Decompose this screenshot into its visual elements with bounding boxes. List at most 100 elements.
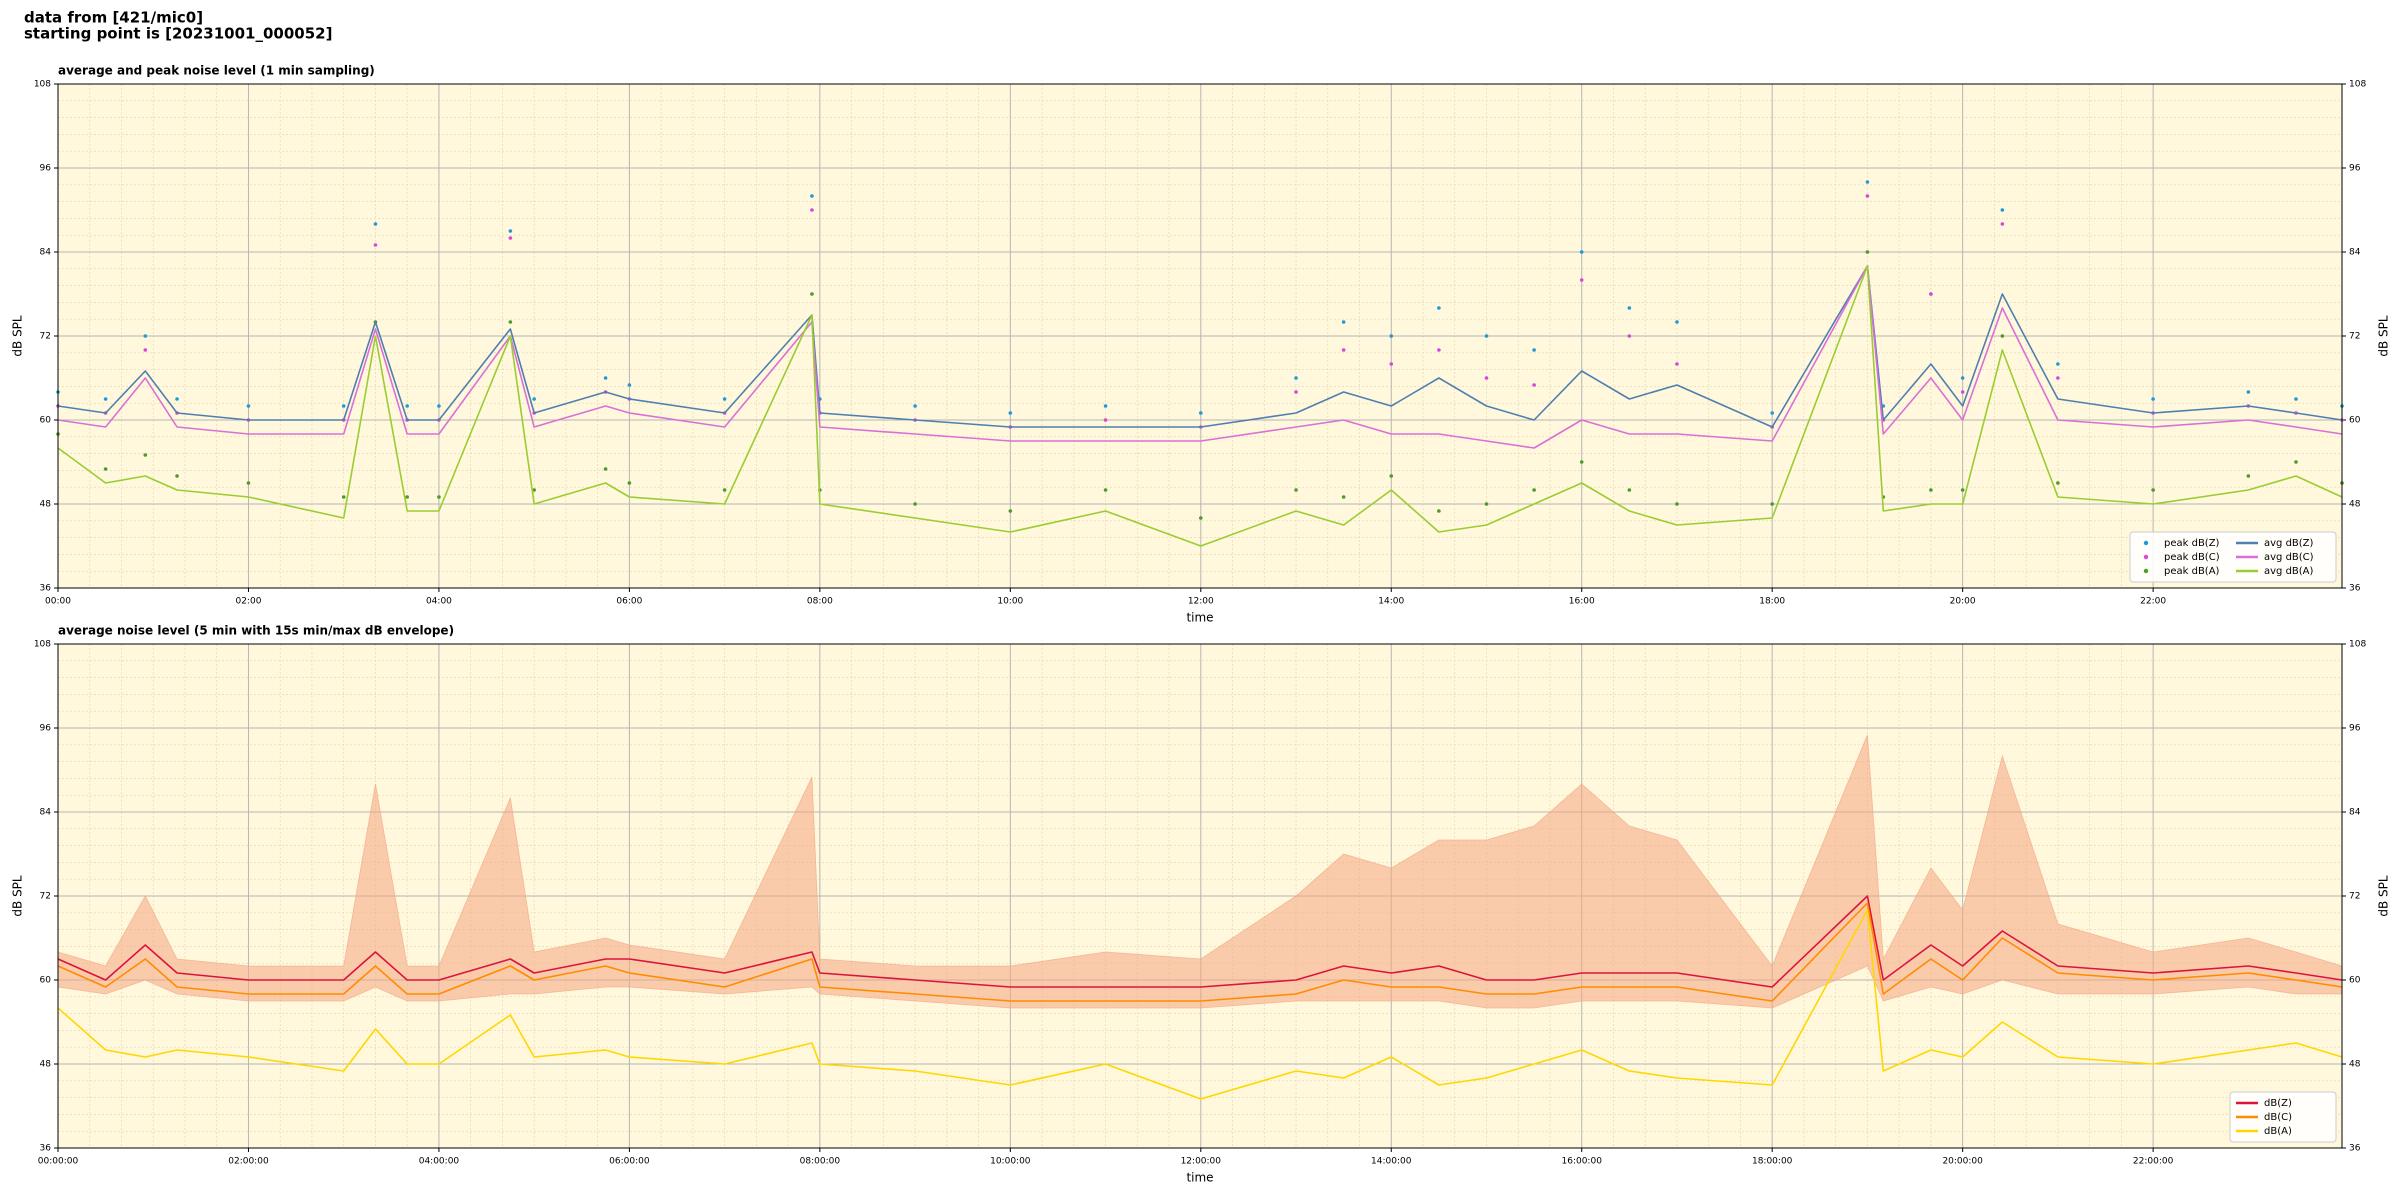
peak-point (103, 397, 108, 401)
peak-point (103, 467, 108, 471)
x-tick-label: 16:00:00 (1562, 1157, 1603, 1167)
peak-point (1294, 488, 1298, 492)
peak-point (603, 467, 608, 471)
x-tick-label: 08:00:00 (800, 1157, 841, 1167)
peak-point (508, 320, 513, 324)
peak-point (1532, 488, 1536, 492)
y2-tick-label: 84 (2349, 248, 2361, 258)
legend-label: dB(A) (2264, 1126, 2292, 1137)
y2-tick-label: 96 (2349, 724, 2361, 734)
peak-point (143, 453, 148, 457)
y2-tick-label: 108 (2349, 80, 2366, 90)
peak-point (810, 208, 814, 212)
y2-tick-label: 36 (2349, 1144, 2361, 1154)
x-axis-label: time (1186, 611, 1213, 625)
legend-marker (2143, 540, 2149, 546)
peak-point (437, 495, 441, 499)
plot-frame (57, 83, 2343, 589)
peak-point (2056, 481, 2060, 485)
peak-point (1484, 376, 1489, 380)
x-tick-label: 12:00:00 (1181, 1157, 1222, 1167)
peak-point (1198, 411, 1203, 415)
peak-point (373, 243, 378, 247)
x-tick-label: 20:00 (1950, 597, 1976, 607)
peak-point (373, 222, 378, 226)
peak-point (1929, 488, 1933, 492)
peak-point (1437, 306, 1441, 310)
peak-point (1294, 376, 1298, 380)
peak-point (2000, 208, 2005, 212)
y2-tick-label: 60 (2349, 416, 2361, 426)
x-tick-label: 06:00:00 (609, 1157, 650, 1167)
peak-point (603, 376, 608, 380)
peak-point (2151, 397, 2155, 401)
legend: peak dB(Z) peak dB(C) peak dB(A) avg dB(Z) a… (2129, 531, 2337, 583)
peak-point (1627, 334, 1632, 338)
peak-point (175, 474, 179, 478)
legend-marker (2143, 568, 2149, 574)
peak-point (532, 488, 536, 492)
y-tick-label: 108 (34, 640, 51, 650)
peak-point (1770, 502, 1774, 506)
peak-point (1532, 383, 1536, 387)
peak-point (1484, 334, 1489, 338)
peak-point (341, 495, 346, 499)
legend-marker (2143, 554, 2149, 560)
peak-point (1389, 334, 1394, 338)
peak-point (913, 502, 917, 506)
peak-point (1579, 460, 1584, 464)
peak-point (1579, 250, 1584, 254)
peak-point (1627, 488, 1632, 492)
x-tick-label: 18:00:00 (1752, 1157, 1793, 1167)
peak-point (1437, 348, 1441, 352)
legend-box (2129, 531, 2337, 583)
peak-point (1103, 488, 1108, 492)
peak-point (1579, 278, 1584, 282)
peak-point (1103, 404, 1108, 408)
chart-title: average noise level (5 min with 15s min/… (58, 624, 454, 638)
y-axis-label: dB SPL (11, 315, 25, 357)
y-axis-label: dB SPL (11, 875, 25, 917)
peak-point (1341, 348, 1346, 352)
y-tick-label: 48 (40, 1060, 52, 1070)
peak-point (1865, 250, 1870, 254)
peak-point (1865, 180, 1870, 184)
peak-point (1484, 502, 1489, 506)
x-tick-label: 04:00:00 (419, 1157, 460, 1167)
peak-point (143, 348, 148, 352)
x-tick-label: 12:00 (1188, 597, 1214, 607)
peak-point (246, 404, 251, 408)
x-tick-label: 14:00:00 (1371, 1157, 1412, 1167)
y2-tick-label: 108 (2349, 640, 2366, 650)
peak-point (437, 404, 441, 408)
peak-point (1532, 348, 1536, 352)
y2-tick-label: 84 (2349, 808, 2361, 818)
y2-axis-label: dB SPL (2377, 875, 2391, 917)
legend-label: dB(Z) (2264, 1098, 2292, 1109)
chart-title: average and peak noise level (1 min samp… (58, 64, 375, 78)
series-line (57, 265, 2343, 428)
peak-point (722, 488, 727, 492)
peak-point (2056, 362, 2060, 366)
legend-box (2229, 1091, 2337, 1143)
legend-label: avg dB(C) (2264, 552, 2314, 563)
peak-point (627, 383, 632, 387)
legend-label: peak dB(C) (2164, 552, 2220, 563)
peak-point (1389, 362, 1394, 366)
y2-tick-label: 36 (2349, 584, 2361, 594)
y-tick-label: 60 (40, 976, 52, 986)
peak-point (246, 481, 251, 485)
y2-axis-label: dB SPL (2377, 315, 2391, 357)
peak-point (405, 495, 409, 499)
peak-point (508, 236, 513, 240)
legend: dB(Z) dB(C) dB(A) (2229, 1091, 2337, 1143)
peak-point (405, 404, 409, 408)
peak-point (722, 397, 727, 401)
peak-point (1675, 320, 1679, 324)
x-axis-label: time (1186, 1171, 1213, 1185)
legend-label: dB(C) (2264, 1112, 2292, 1123)
peak-point (1929, 292, 1933, 296)
peak-point (1960, 376, 1965, 380)
peak-point (2056, 376, 2060, 380)
x-tick-label: 08:00 (807, 597, 833, 607)
